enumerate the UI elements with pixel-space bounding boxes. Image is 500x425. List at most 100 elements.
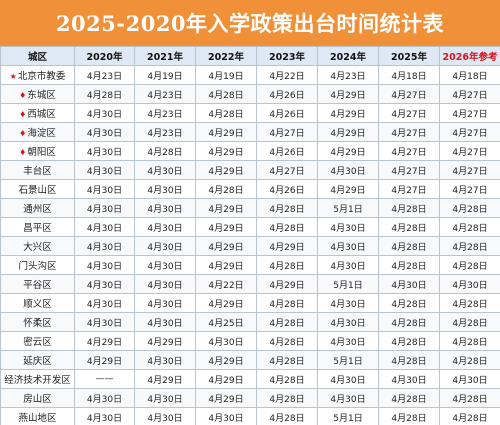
date-cell: 4月28日 — [439, 331, 500, 351]
date-cell: 4月27日 — [439, 103, 500, 123]
date-cell: 4月19日 — [134, 65, 196, 85]
star-icon: ★ — [9, 72, 17, 81]
district-cell: 密云区 — [0, 331, 75, 351]
date-cell: 4月23日 — [74, 65, 135, 85]
date-cell: 4月30日 — [134, 217, 196, 237]
date-cell: 4月30日 — [74, 141, 135, 161]
table-body: ★北京市教委 4月23日 4月19日 4月19日 4月22日 4月23日 4月18日 4月18… — [0, 65, 500, 425]
date-cell: 4月23日 — [134, 84, 196, 104]
date-cell: 4月28日 — [378, 312, 440, 332]
date-cell: 4月26日 — [256, 141, 318, 161]
header-2021: 2021年 — [134, 46, 196, 66]
date-cell: 4月28日 — [256, 293, 318, 313]
date-cell: 4月30日 — [317, 255, 379, 275]
date-cell: 4月28日 — [439, 198, 500, 218]
date-cell: 4月30日 — [195, 407, 257, 425]
date-cell: 4月28日 — [439, 388, 500, 408]
date-cell: 4月30日 — [74, 217, 135, 237]
table-row: 顺义区 4月30日 4月30日 4月29日 4月28日 4月30日 4月28日 4月28日 — [0, 293, 500, 313]
date-cell: 4月25日 — [195, 312, 257, 332]
date-cell: 4月18日 — [439, 65, 500, 85]
date-cell: 4月29日 — [317, 122, 379, 142]
date-cell: 4月28日 — [378, 198, 440, 218]
district-label: 石景山区 — [18, 185, 57, 196]
date-cell: 4月28日 — [439, 236, 500, 256]
date-cell: —— — [74, 369, 135, 389]
date-cell: 4月27日 — [378, 122, 440, 142]
date-cell: 4月29日 — [195, 369, 257, 389]
date-cell: 4月30日 — [74, 103, 135, 123]
header-2026-reference: 2026年参考 — [439, 46, 500, 66]
date-cell: 4月28日 — [378, 255, 440, 275]
date-cell: 4月27日 — [378, 179, 440, 199]
date-cell: 4月30日 — [195, 331, 257, 351]
table-row: 经济技术开发区 —— 4月29日 4月29日 4月28日 4月30日 4月30日 4月30日 — [0, 369, 500, 389]
header-2023: 2023年 — [256, 46, 318, 66]
date-cell: 4月27日 — [256, 122, 318, 142]
date-cell: 4月22日 — [256, 65, 318, 85]
date-cell: 4月28日 — [256, 255, 318, 275]
date-cell: 4月28日 — [378, 217, 440, 237]
date-cell: 4月28日 — [439, 312, 500, 332]
table-row: 房山区 4月30日 4月30日 4月29日 4月28日 4月30日 4月28日 4月28日 — [0, 388, 500, 408]
header-2024: 2024年 — [317, 46, 379, 66]
district-label: 密云区 — [23, 337, 52, 348]
header-district: 城区 — [0, 46, 75, 66]
date-cell: 4月30日 — [134, 293, 196, 313]
date-cell: 4月30日 — [317, 369, 379, 389]
diamond-icon: ♦ — [19, 148, 27, 157]
date-cell: 4月26日 — [256, 103, 318, 123]
date-cell: 4月30日 — [378, 274, 440, 294]
district-cell: 门头沟区 — [0, 255, 75, 275]
diamond-icon: ♦ — [19, 91, 27, 100]
date-cell: 4月18日 — [378, 65, 440, 85]
date-cell: 4月30日 — [74, 274, 135, 294]
district-label: 昌平区 — [23, 223, 52, 234]
date-cell: 4月30日 — [74, 122, 135, 142]
table-row: ♦东城区 4月28日 4月23日 4月28日 4月26日 4月29日 4月27日 4月27日 — [0, 84, 500, 104]
date-cell: 4月28日 — [439, 407, 500, 425]
district-cell: 经济技术开发区 — [0, 369, 75, 389]
date-cell: 4月29日 — [195, 160, 257, 180]
date-cell: 4月28日 — [378, 350, 440, 370]
date-cell: 4月29日 — [317, 84, 379, 104]
district-cell: ♦东城区 — [0, 84, 75, 104]
date-cell: 5月1日 — [317, 198, 379, 218]
district-cell: ♦西城区 — [0, 103, 75, 123]
diamond-icon: ♦ — [19, 110, 27, 119]
date-cell: 5月1日 — [317, 407, 379, 425]
date-cell: 4月28日 — [439, 350, 500, 370]
date-cell: 4月19日 — [195, 65, 257, 85]
date-cell: 4月28日 — [195, 84, 257, 104]
table-row: 密云区 4月29日 4月29日 4月30日 4月28日 4月30日 4月28日 4月28日 — [0, 331, 500, 351]
date-cell: 4月30日 — [74, 236, 135, 256]
date-cell: 4月29日 — [74, 350, 135, 370]
date-cell: 4月30日 — [134, 236, 196, 256]
date-cell: 4月27日 — [439, 122, 500, 142]
date-cell: 4月30日 — [317, 236, 379, 256]
date-cell: 4月30日 — [74, 255, 135, 275]
district-label: 延庆区 — [23, 356, 52, 367]
district-label: 朝阳区 — [27, 147, 56, 158]
date-cell: 4月30日 — [74, 293, 135, 313]
header-2022: 2022年 — [195, 46, 257, 66]
date-cell: 4月27日 — [439, 84, 500, 104]
date-cell: 4月27日 — [378, 160, 440, 180]
date-cell: 4月27日 — [256, 160, 318, 180]
date-cell: 4月23日 — [134, 122, 196, 142]
date-cell: 4月30日 — [134, 274, 196, 294]
district-label: 丰台区 — [23, 166, 52, 177]
date-cell: 4月23日 — [317, 65, 379, 85]
date-cell: 4月26日 — [256, 179, 318, 199]
date-cell: 4月29日 — [195, 236, 257, 256]
date-cell: 4月27日 — [378, 103, 440, 123]
table-row: ♦海淀区 4月30日 4月23日 4月29日 4月27日 4月29日 4月27日 4月27日 — [0, 122, 500, 142]
district-label: 经济技术开发区 — [4, 375, 71, 386]
date-cell: 4月28日 — [74, 84, 135, 104]
date-cell: 4月28日 — [439, 293, 500, 313]
date-cell: 5月1日 — [317, 274, 379, 294]
date-cell: 5月1日 — [317, 350, 379, 370]
date-cell: 4月30日 — [134, 407, 196, 425]
date-cell: 4月30日 — [439, 274, 500, 294]
district-label: 门头沟区 — [18, 261, 57, 272]
